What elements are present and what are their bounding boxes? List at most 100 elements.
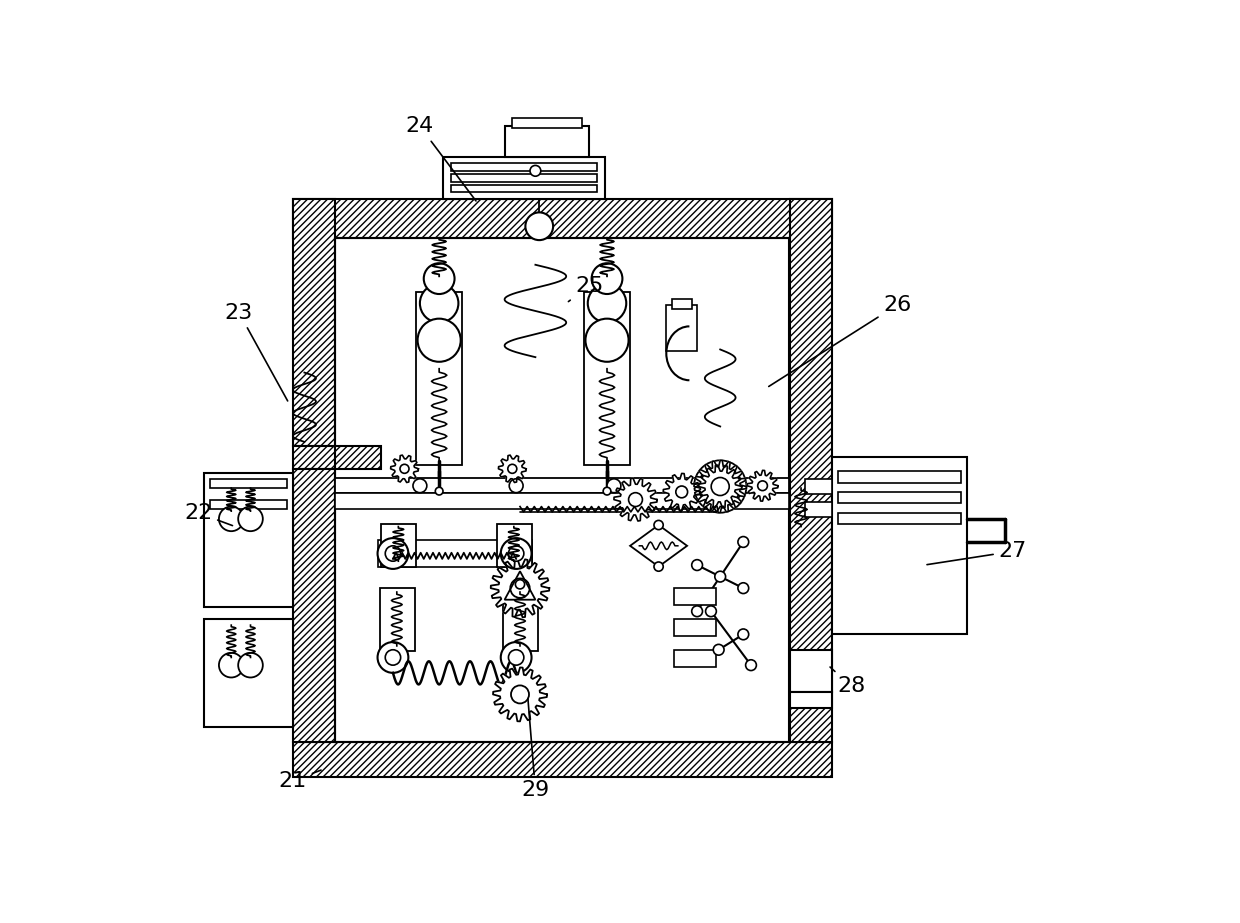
- Circle shape: [692, 559, 703, 570]
- Text: 22: 22: [184, 503, 232, 525]
- Circle shape: [386, 650, 401, 665]
- Circle shape: [516, 580, 525, 589]
- Circle shape: [653, 562, 663, 571]
- Polygon shape: [663, 473, 701, 510]
- Polygon shape: [694, 461, 746, 512]
- Bar: [450, 185, 596, 192]
- Circle shape: [238, 653, 263, 677]
- Circle shape: [714, 571, 725, 582]
- Bar: [497, 524, 532, 567]
- Polygon shape: [614, 478, 657, 521]
- Text: 29: 29: [521, 699, 549, 800]
- Circle shape: [377, 538, 408, 569]
- Circle shape: [435, 487, 443, 495]
- Polygon shape: [391, 455, 418, 483]
- Bar: [450, 163, 596, 171]
- Circle shape: [219, 507, 243, 531]
- Bar: [790, 199, 832, 742]
- Circle shape: [401, 464, 409, 473]
- Circle shape: [738, 582, 749, 593]
- Bar: [335, 238, 790, 742]
- Circle shape: [420, 284, 459, 322]
- Circle shape: [386, 545, 401, 561]
- Circle shape: [676, 486, 688, 497]
- Bar: [377, 541, 532, 568]
- Circle shape: [713, 480, 727, 494]
- Bar: [293, 199, 335, 446]
- Circle shape: [713, 644, 724, 655]
- Circle shape: [526, 212, 553, 240]
- Bar: [205, 473, 293, 607]
- Bar: [335, 478, 790, 494]
- Bar: [666, 305, 697, 351]
- Circle shape: [694, 461, 746, 512]
- Circle shape: [653, 521, 663, 530]
- Circle shape: [501, 642, 532, 673]
- Bar: [293, 199, 832, 238]
- Circle shape: [511, 686, 529, 703]
- Bar: [417, 292, 463, 465]
- Bar: [675, 588, 717, 605]
- Circle shape: [413, 479, 427, 493]
- Circle shape: [706, 605, 717, 617]
- Bar: [505, 126, 589, 157]
- Circle shape: [588, 284, 626, 322]
- Text: 25: 25: [568, 276, 604, 302]
- Bar: [675, 650, 717, 666]
- Circle shape: [508, 650, 523, 665]
- Bar: [293, 446, 382, 469]
- Bar: [335, 494, 790, 509]
- Circle shape: [418, 318, 461, 362]
- Bar: [211, 479, 288, 488]
- Bar: [379, 588, 414, 652]
- Circle shape: [603, 487, 611, 495]
- Circle shape: [508, 545, 523, 561]
- Circle shape: [608, 479, 621, 493]
- Circle shape: [738, 536, 749, 547]
- Polygon shape: [494, 667, 547, 722]
- Circle shape: [758, 481, 768, 491]
- Circle shape: [585, 318, 629, 362]
- Circle shape: [629, 493, 642, 507]
- Bar: [672, 299, 692, 308]
- Text: 28: 28: [830, 667, 866, 696]
- Bar: [838, 512, 961, 524]
- Circle shape: [738, 629, 749, 640]
- Bar: [382, 524, 417, 567]
- Bar: [790, 650, 832, 692]
- Bar: [805, 479, 832, 494]
- Bar: [293, 469, 335, 742]
- Polygon shape: [491, 559, 549, 617]
- Polygon shape: [498, 455, 526, 483]
- Bar: [584, 292, 630, 465]
- Bar: [503, 588, 538, 652]
- Text: 21: 21: [279, 770, 321, 791]
- Bar: [443, 157, 605, 199]
- Circle shape: [424, 263, 455, 294]
- Bar: [675, 619, 717, 636]
- Bar: [838, 471, 961, 483]
- Circle shape: [745, 660, 756, 670]
- Circle shape: [238, 507, 263, 531]
- Circle shape: [219, 653, 243, 677]
- Bar: [293, 742, 832, 777]
- Bar: [512, 118, 582, 127]
- Circle shape: [591, 263, 622, 294]
- Circle shape: [529, 165, 541, 176]
- Text: 24: 24: [405, 116, 476, 201]
- Circle shape: [501, 538, 532, 569]
- Bar: [211, 499, 288, 509]
- Polygon shape: [698, 465, 742, 508]
- Text: 23: 23: [224, 303, 288, 401]
- Circle shape: [692, 605, 703, 617]
- Bar: [790, 692, 832, 708]
- Bar: [832, 457, 967, 634]
- Bar: [838, 492, 961, 503]
- Circle shape: [511, 579, 529, 598]
- Text: 26: 26: [769, 295, 911, 387]
- Text: 27: 27: [928, 542, 1027, 565]
- Circle shape: [377, 642, 408, 673]
- Bar: [450, 174, 596, 182]
- Circle shape: [508, 464, 517, 473]
- Polygon shape: [748, 471, 777, 501]
